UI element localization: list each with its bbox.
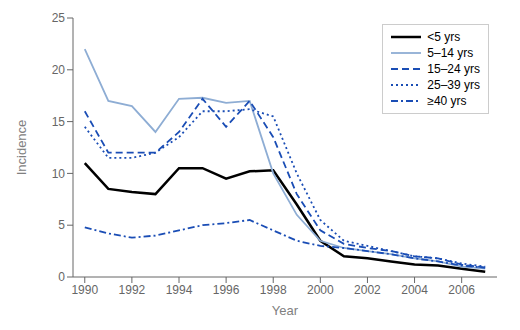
svg-text:2004: 2004: [401, 283, 428, 297]
svg-text:1998: 1998: [260, 283, 287, 297]
html-text:<5 yrs: <5 yrs: [427, 30, 461, 44]
svg-text:Year: Year: [272, 303, 299, 318]
svg-text:0: 0: [58, 270, 65, 284]
svg-text:10: 10: [52, 167, 66, 181]
svg-text:25: 25: [52, 11, 66, 25]
svg-text:Incidence: Incidence: [14, 120, 29, 176]
svg-text:20: 20: [52, 63, 66, 77]
html-text:15–24 yrs: 15–24 yrs: [427, 62, 480, 76]
svg-text:1992: 1992: [119, 283, 146, 297]
html-text:5–14 yrs: 5–14 yrs: [427, 46, 474, 60]
svg-text:1990: 1990: [71, 283, 98, 297]
html-text:≥40 yrs: ≥40 yrs: [427, 94, 467, 108]
svg-text:2006: 2006: [448, 283, 475, 297]
svg-text:15: 15: [52, 115, 66, 129]
svg-text:5: 5: [58, 218, 65, 232]
svg-text:2000: 2000: [307, 283, 334, 297]
svg-text:1994: 1994: [166, 283, 193, 297]
svg-text:2002: 2002: [354, 283, 381, 297]
svg-text:1996: 1996: [213, 283, 240, 297]
html-text:25–39 yrs: 25–39 yrs: [427, 78, 480, 92]
